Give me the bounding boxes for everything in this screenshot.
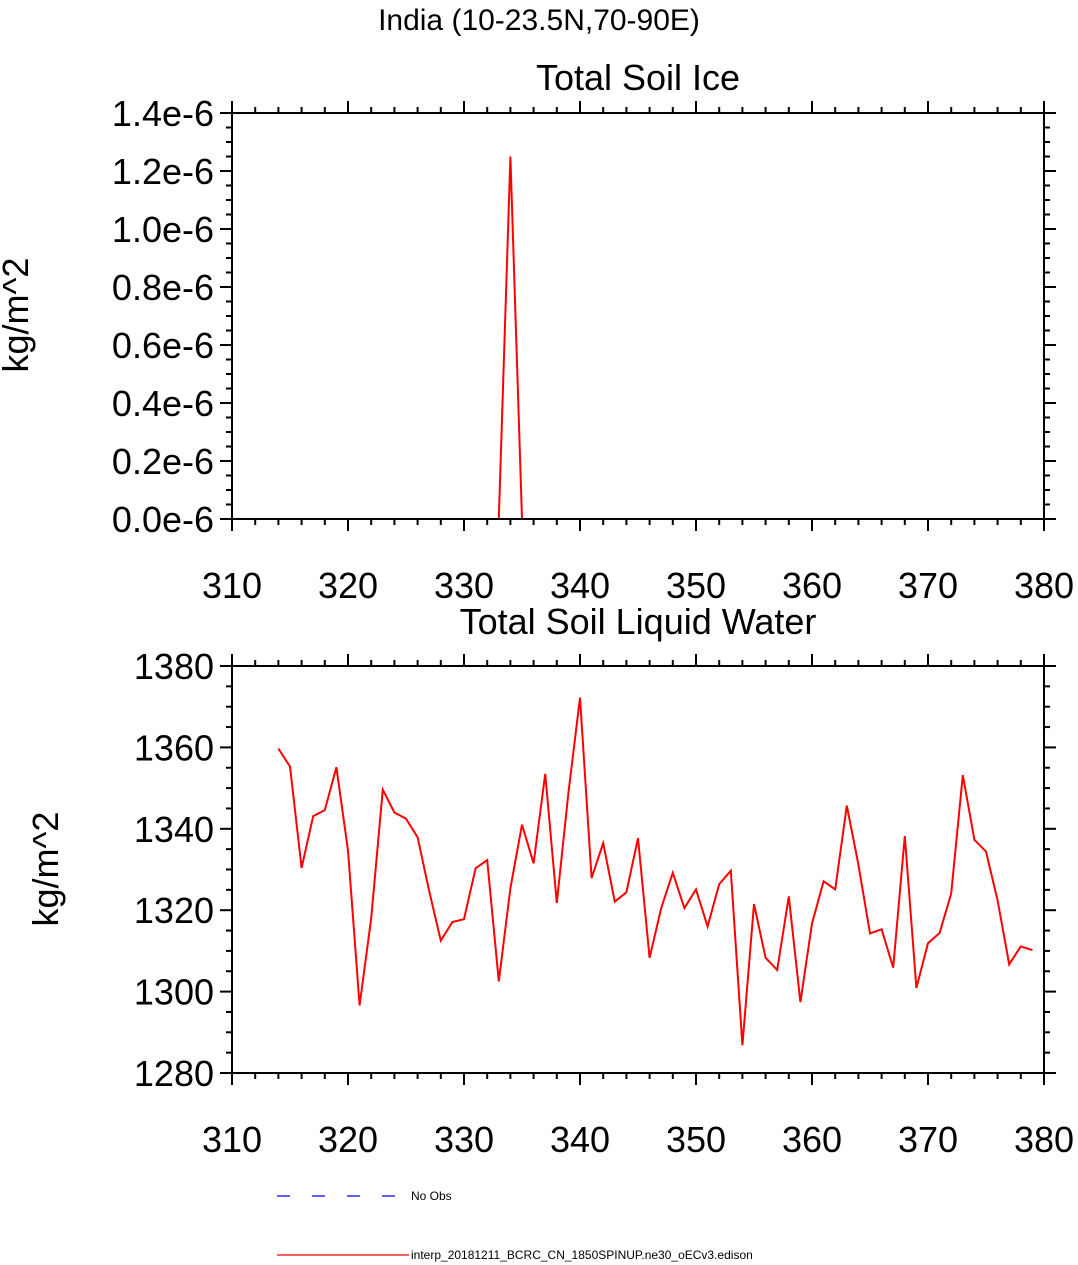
x-tick-label: 340 xyxy=(550,1119,610,1160)
x-tick-label: 320 xyxy=(318,1119,378,1160)
y-tick-label: 1.0e-6 xyxy=(112,209,214,250)
x-tick-label: 360 xyxy=(782,565,842,606)
y-tick-label: 1.4e-6 xyxy=(112,93,214,134)
plot-area: 310 320 330 340 350 360 370 380 1280 1300 1320 1340… xyxy=(134,646,1074,1160)
x-tick-label: 350 xyxy=(666,565,726,606)
legend-item-no-obs: No Obs xyxy=(277,1189,452,1203)
y-tick-label: 1320 xyxy=(134,890,214,931)
legend-item-model: interp_20181211_BCRC_CN_1850SPINUP.ne30_… xyxy=(277,1248,753,1262)
legend: No Obs interp_20181211_BCRC_CN_1850SPINU… xyxy=(277,1189,753,1262)
legend-label: interp_20181211_BCRC_CN_1850SPINUP.ne30_… xyxy=(411,1248,753,1262)
x-tick-label: 320 xyxy=(318,565,378,606)
x-tick-label: 380 xyxy=(1014,565,1074,606)
x-tick-label: 360 xyxy=(782,1119,842,1160)
plot-frame xyxy=(231,665,1045,1074)
y-tick-label: 1380 xyxy=(134,646,214,687)
figure-suptitle: India (10-23.5N,70-90E) xyxy=(378,4,700,37)
x-tick-label: 310 xyxy=(202,565,262,606)
y-tick-label: 1280 xyxy=(134,1053,214,1094)
y-tick-label: 1340 xyxy=(134,809,214,850)
legend-label: No Obs xyxy=(411,1189,452,1203)
x-tick-label: 310 xyxy=(202,1119,262,1160)
series-line xyxy=(277,697,1033,1046)
panel-total-soil-liquid-water: Total Soil Liquid Water kg/m^2 310 320 330… xyxy=(25,601,1074,1160)
y-tick-label: 0.8e-6 xyxy=(112,267,214,308)
x-tick-label: 370 xyxy=(898,565,958,606)
y-tick-label: 0.6e-6 xyxy=(112,325,214,366)
y-tick-label: 0.2e-6 xyxy=(112,441,214,482)
panel-title: Total Soil Liquid Water xyxy=(460,601,817,642)
y-axis-label: kg/m^2 xyxy=(25,812,66,927)
x-tick-label: 330 xyxy=(434,565,494,606)
y-tick-label: 1.2e-6 xyxy=(112,151,214,192)
x-tick-label: 330 xyxy=(434,1119,494,1160)
panel-title: Total Soil Ice xyxy=(536,57,740,98)
x-tick-label: 350 xyxy=(666,1119,726,1160)
y-tick-label: 1300 xyxy=(134,972,214,1013)
y-tick-label: 0.4e-6 xyxy=(112,383,214,424)
x-tick-label: 370 xyxy=(898,1119,958,1160)
x-tick-label: 380 xyxy=(1014,1119,1074,1160)
plot-frame xyxy=(231,112,1045,520)
y-tick-label: 1360 xyxy=(134,727,214,768)
x-tick-label: 340 xyxy=(550,565,610,606)
y-axis-label: kg/m^2 xyxy=(0,258,36,373)
panel-total-soil-ice: Total Soil Ice kg/m^2 310 320 330 340 350 360… xyxy=(0,57,1074,606)
y-tick-label: 0.0e-6 xyxy=(112,499,214,540)
